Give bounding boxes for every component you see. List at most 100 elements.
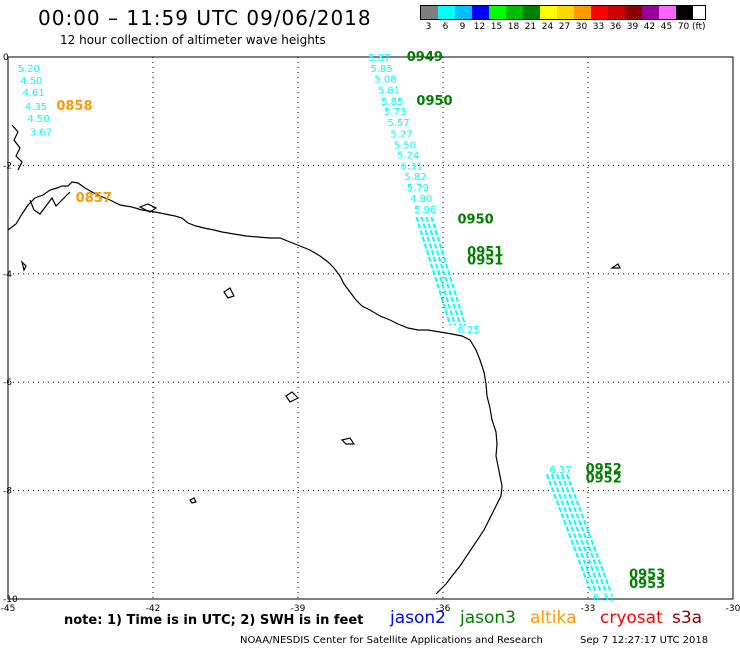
- scale-label: 3: [425, 22, 432, 32]
- lat-tick-label: -4: [3, 270, 12, 280]
- lon-tick-label: -30: [726, 604, 740, 614]
- pass-time-label: 0951: [467, 245, 503, 260]
- scale-swatch: [506, 6, 523, 19]
- pass-time-label: 0950: [416, 94, 452, 109]
- satellite-jason3: jason3: [460, 608, 516, 628]
- track-band-north: [425, 216, 462, 326]
- lat-tick-label: -2: [3, 161, 12, 171]
- scale-swatch: [574, 6, 591, 19]
- map-frame: [7, 56, 734, 600]
- track-band-south: [555, 473, 602, 592]
- page-subtitle: 12 hour collection of altimeter wave hei…: [60, 33, 326, 47]
- scale-swatch: [489, 6, 506, 19]
- lon-tick-label: -39: [291, 604, 306, 614]
- wave-height-label: 5.20: [18, 64, 40, 75]
- wave-height-label: 5.85: [381, 97, 403, 108]
- wave-height-label: 5.87: [368, 53, 390, 64]
- scale-swatch: [455, 6, 472, 19]
- coastline-bay: [11, 124, 23, 171]
- scale-label: 9: [459, 22, 466, 32]
- pass-time-label: 0949: [407, 50, 443, 65]
- scale-label: 45: [660, 22, 673, 32]
- color-scale-labels: 3 6 9 12 15 18 21 24 27 30 33 36 39 42 45 70 (ft): [420, 20, 706, 32]
- island-6: [610, 263, 621, 269]
- scale-label: 12: [473, 22, 486, 32]
- lat-tick-label: -8: [3, 487, 12, 497]
- lat-tick-label: -6: [3, 378, 12, 388]
- island-5: [189, 497, 197, 504]
- island-4: [340, 437, 356, 445]
- satellite-altika: altika: [530, 608, 577, 628]
- footer-timestamp: Sep 7 12:27:17 UTC 2018: [580, 635, 709, 646]
- scale-label: 70: [677, 22, 690, 32]
- axis-tick-labels: -45 -42 -39 -36 -33 -30 0 -2 -4 -6 -8 -10: [1, 53, 740, 614]
- pass-time-label: 0857: [76, 191, 112, 206]
- wave-height-label: 5.24: [397, 151, 419, 162]
- wave-height-label: 5.96: [414, 205, 436, 216]
- lon-tick-label: -42: [146, 604, 161, 614]
- coastline: [7, 124, 621, 595]
- lat-tick-label: 0: [3, 53, 9, 63]
- scale-label: 24: [541, 22, 554, 32]
- wave-height-label: 4.50: [27, 114, 49, 125]
- scale-swatch: [438, 6, 455, 19]
- scale-swatch: [625, 6, 642, 19]
- coastline-mainland: [7, 181, 503, 595]
- scale-swatch: [557, 6, 574, 19]
- wave-height-label: 4.80: [410, 194, 432, 205]
- wave-height-label: 6.31: [400, 161, 422, 172]
- note-text: note: 1) Time is in UTC; 2) SWH is in fe…: [64, 613, 364, 628]
- lon-tick-label: -36: [436, 604, 451, 614]
- scale-swatch: [659, 6, 676, 19]
- scale-swatch: [523, 6, 540, 19]
- scale-swatch: [421, 6, 438, 19]
- scale-label: 15: [490, 22, 503, 32]
- scale-label: 33: [592, 22, 605, 32]
- pass-time-label: 0952: [586, 472, 622, 487]
- island-1: [138, 203, 158, 213]
- wave-height-label: 5.79: [407, 183, 429, 194]
- wave-height-label: 6.31: [593, 592, 615, 603]
- coastline-estuary: [29, 191, 71, 215]
- color-scale-swatches: [420, 5, 706, 20]
- map-grid: [8, 57, 733, 599]
- wave-height-label: 5.85: [371, 64, 393, 75]
- lat-tick-label: -10: [3, 595, 18, 605]
- wave-height-label: 5.08: [374, 75, 396, 86]
- scale-label: 36: [609, 22, 622, 32]
- footer-credit: NOAA/NESDIS Center for Satellite Applica…: [240, 635, 543, 646]
- wave-height-label: 5.57: [387, 118, 409, 129]
- scale-label: 6: [442, 22, 449, 32]
- scale-label: 39: [626, 22, 639, 32]
- scale-swatch: [642, 6, 659, 19]
- scale-label: 18: [507, 22, 520, 32]
- satellite-s3a: s3a: [672, 608, 703, 628]
- wave-height-label: 6.37: [549, 465, 571, 476]
- wave-height-label: 4.35: [25, 102, 47, 113]
- pass-time-label: 0951: [467, 253, 503, 268]
- lon-tick-label: -33: [581, 604, 596, 614]
- wave-height-label: 4.50: [20, 76, 42, 87]
- island-7: [20, 260, 27, 272]
- wave-height-label: 5.50: [394, 140, 416, 151]
- color-scale-legend: 3 6 9 12 15 18 21 24 27 30 33 36 39 42 45 70 (ft): [420, 5, 706, 32]
- scale-swatch: [540, 6, 557, 19]
- wave-height-label: 5.82: [404, 172, 426, 183]
- lon-tick-label: -45: [1, 604, 16, 614]
- scale-label: 27: [558, 22, 571, 32]
- scale-swatch: [472, 6, 489, 19]
- track-band-north: [420, 216, 457, 326]
- track-band-north: [430, 216, 467, 326]
- scale-label: 30: [575, 22, 588, 32]
- scale-swatch: [591, 6, 608, 19]
- wave-height-label: 5.73: [384, 107, 406, 118]
- scale-label: 21: [524, 22, 537, 32]
- pass-time-label: 0953: [629, 577, 665, 592]
- satellite-tracks: [415, 216, 612, 592]
- scale-label: 42: [643, 22, 656, 32]
- scale-unit: (ft): [692, 22, 706, 32]
- satellite-jason2: jason2: [390, 608, 446, 628]
- wave-height-label: 6.25: [458, 325, 480, 336]
